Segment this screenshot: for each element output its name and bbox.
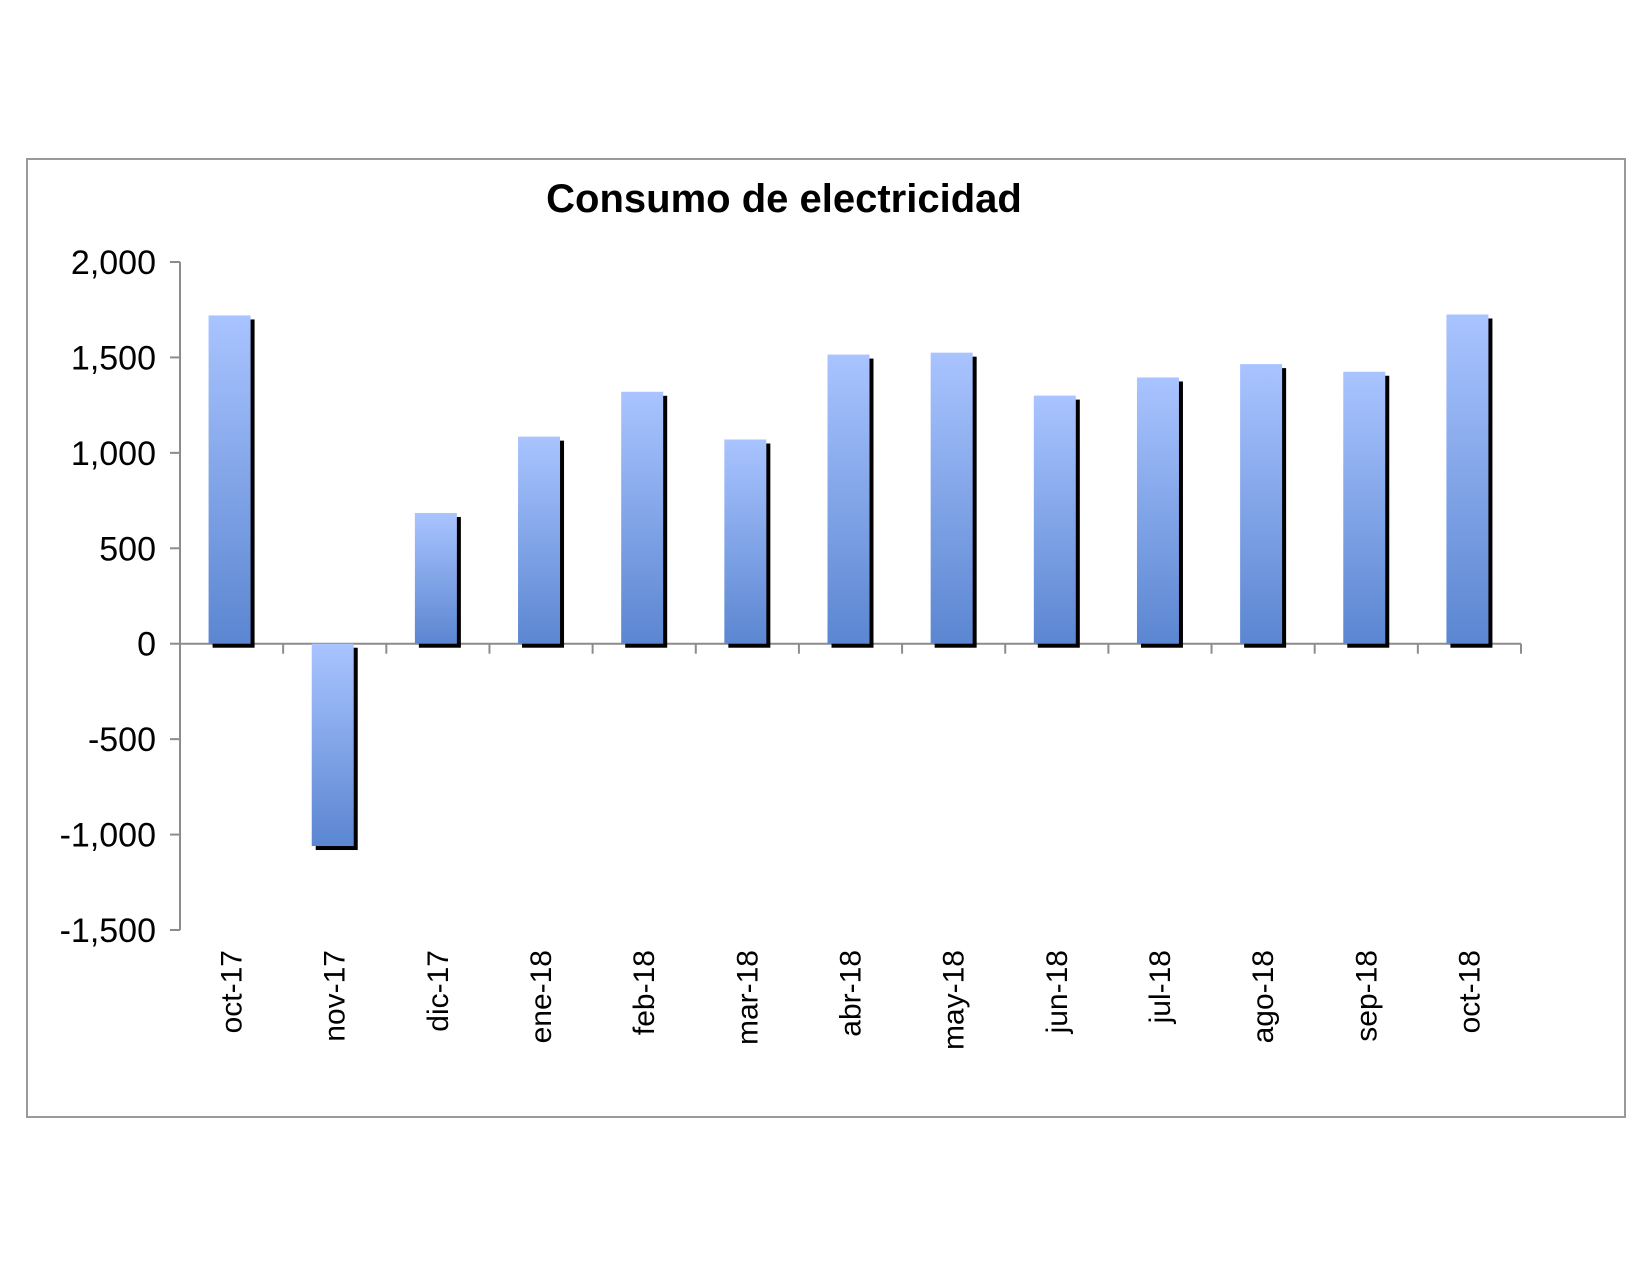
y-tick-label: 2,000 bbox=[71, 244, 156, 282]
bar-dic-17 bbox=[414, 512, 457, 644]
chart-title: Consumo de electricidad bbox=[546, 177, 1022, 221]
x-tick-label: dic-17 bbox=[422, 950, 455, 1032]
y-tick-label: 1,500 bbox=[71, 339, 156, 377]
x-tick-label: ago-18 bbox=[1247, 950, 1280, 1043]
y-tick-label: 0 bbox=[137, 626, 156, 664]
x-tick-label: ene-18 bbox=[525, 950, 558, 1043]
x-tick-label: mar-18 bbox=[731, 950, 764, 1045]
bar-jul-18 bbox=[1136, 377, 1179, 644]
x-tick-label: sep-18 bbox=[1350, 950, 1383, 1042]
bar-abr-18 bbox=[827, 354, 870, 644]
bar-mar-18 bbox=[724, 439, 767, 644]
bar-jun-18 bbox=[1033, 395, 1076, 644]
y-tick-label: 1,000 bbox=[71, 435, 156, 473]
x-tick-label: jul-18 bbox=[1144, 950, 1177, 1024]
y-tick-label: -500 bbox=[88, 721, 156, 759]
x-tick-label: nov-17 bbox=[319, 950, 352, 1042]
bar-ene-18 bbox=[518, 436, 561, 644]
y-tick-label: -1,500 bbox=[60, 912, 156, 950]
x-tick-label: oct-18 bbox=[1453, 950, 1486, 1033]
bar-feb-18 bbox=[621, 391, 664, 644]
bar-ago-18 bbox=[1240, 364, 1283, 644]
x-tick-label: may-18 bbox=[938, 950, 971, 1050]
bar-oct-18 bbox=[1446, 314, 1489, 644]
y-tick-label: -1,000 bbox=[60, 817, 156, 855]
x-tick-label: feb-18 bbox=[628, 950, 661, 1035]
bar-nov-17 bbox=[311, 643, 354, 847]
x-tick-label: oct-17 bbox=[216, 950, 249, 1033]
chart-svg: Consumo de electricidad 2,000 1,500 1,000 5… bbox=[60, 177, 1522, 1050]
bar-sep-18 bbox=[1343, 371, 1386, 644]
bars bbox=[208, 314, 1493, 851]
y-tick-label: 500 bbox=[99, 530, 156, 568]
x-tick-labels: oct-17 nov-17 dic-17 ene-18 feb-18 mar-18 abr-… bbox=[216, 950, 1487, 1050]
chart-frame: Consumo de electricidad 2,000 1,500 1,000 5… bbox=[26, 158, 1626, 1118]
x-tick-label: jun-18 bbox=[1041, 950, 1074, 1034]
bar-oct-17 bbox=[208, 315, 251, 644]
x-tick-label: abr-18 bbox=[835, 950, 868, 1037]
bar-may-18 bbox=[930, 352, 973, 644]
y-axis: 2,000 1,500 1,000 500 0 -500 -1,000 -1,500 bbox=[60, 244, 181, 950]
